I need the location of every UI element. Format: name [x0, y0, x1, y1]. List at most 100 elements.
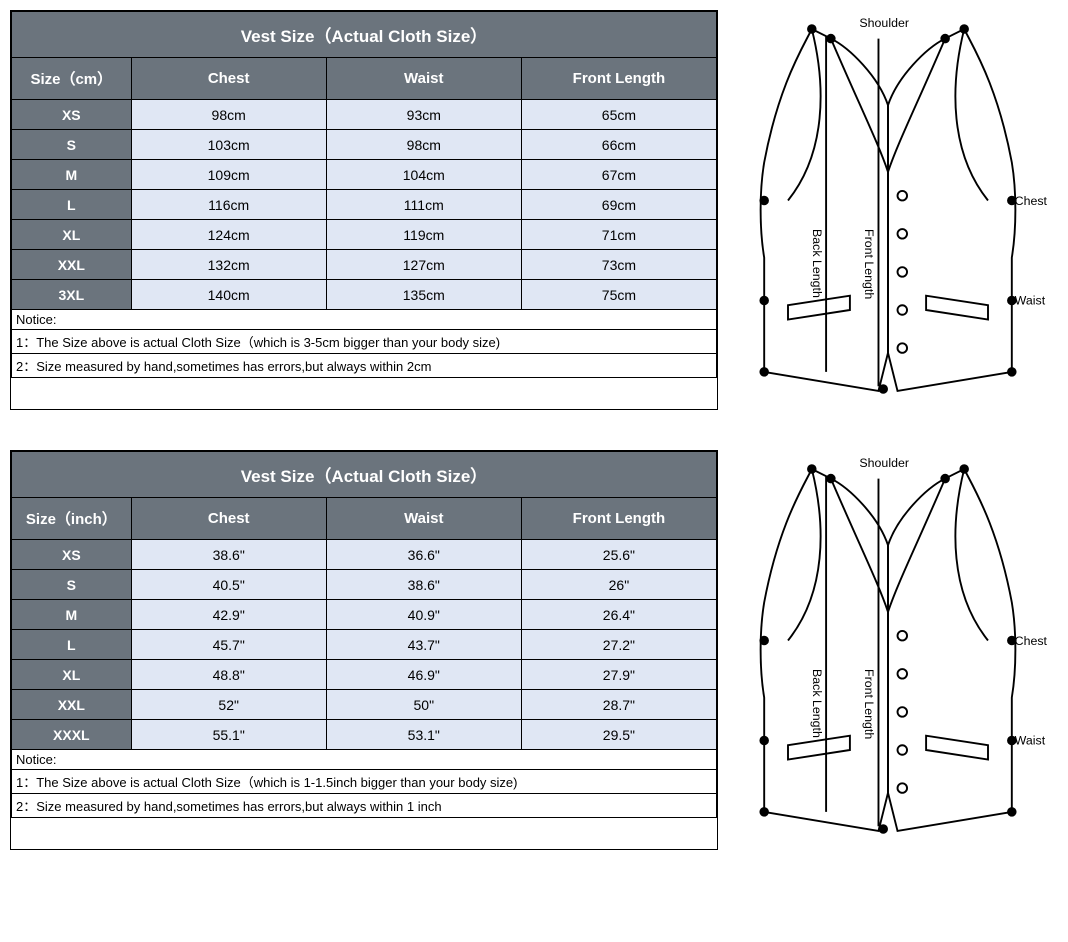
- table-row: S 40.5" 38.6" 26": [12, 570, 717, 600]
- size-table-wrap: Vest Size（Actual Cloth Size） Size（cm） Ch…: [10, 10, 718, 410]
- table-row: XS 38.6" 36.6" 25.6": [12, 540, 717, 570]
- frontlength-cell: 66cm: [521, 130, 716, 160]
- notice-row: Notice:: [12, 310, 717, 330]
- label-chest: Chest: [1015, 634, 1048, 648]
- table-row: XXL 52" 50" 28.7": [12, 690, 717, 720]
- frontlength-cell: 29.5": [521, 720, 716, 750]
- header-waist: Waist: [326, 498, 521, 540]
- chest-cell: 42.9": [131, 600, 326, 630]
- header-frontlength: Front Length: [521, 58, 716, 100]
- notice-label: Notice:: [12, 310, 717, 330]
- size-cell: M: [12, 160, 132, 190]
- waist-cell: 98cm: [326, 130, 521, 160]
- frontlength-cell: 27.9": [521, 660, 716, 690]
- waist-cell: 53.1": [326, 720, 521, 750]
- chest-cell: 109cm: [131, 160, 326, 190]
- label-back-length: Back Length: [810, 229, 824, 298]
- size-cell: XL: [12, 220, 132, 250]
- chest-cell: 98cm: [131, 100, 326, 130]
- waist-cell: 50": [326, 690, 521, 720]
- header-size: Size（inch）: [12, 498, 132, 540]
- table-title: Vest Size（Actual Cloth Size）: [12, 452, 717, 498]
- frontlength-cell: 65cm: [521, 100, 716, 130]
- vest-diagram: Shoulder Chest Waist Front Length Back L…: [728, 450, 1048, 850]
- size-cell: L: [12, 190, 132, 220]
- table-row: S 103cm 98cm 66cm: [12, 130, 717, 160]
- frontlength-cell: 27.2": [521, 630, 716, 660]
- waist-cell: 43.7": [326, 630, 521, 660]
- size-table: Vest Size（Actual Cloth Size） Size（inch） …: [11, 451, 717, 818]
- waist-cell: 38.6": [326, 570, 521, 600]
- table-row: M 109cm 104cm 67cm: [12, 160, 717, 190]
- label-front-length: Front Length: [862, 669, 876, 739]
- header-chest: Chest: [131, 498, 326, 540]
- table-row: XL 124cm 119cm 71cm: [12, 220, 717, 250]
- notice-line-1: 1：The Size above is actual Cloth Size（wh…: [12, 770, 717, 794]
- waist-cell: 46.9": [326, 660, 521, 690]
- header-waist: Waist: [326, 58, 521, 100]
- waist-cell: 135cm: [326, 280, 521, 310]
- table-row: XS 98cm 93cm 65cm: [12, 100, 717, 130]
- size-cell: XS: [12, 540, 132, 570]
- table-header-row: Size（cm） Chest Waist Front Length: [12, 58, 717, 100]
- waist-cell: 40.9": [326, 600, 521, 630]
- size-cell: S: [12, 130, 132, 160]
- table-row: L 45.7" 43.7" 27.2": [12, 630, 717, 660]
- table-row: XXXL 55.1" 53.1" 29.5": [12, 720, 717, 750]
- chest-cell: 140cm: [131, 280, 326, 310]
- waist-cell: 36.6": [326, 540, 521, 570]
- chest-cell: 38.6": [131, 540, 326, 570]
- table-title: Vest Size（Actual Cloth Size）: [12, 12, 717, 58]
- size-cell: XXXL: [12, 720, 132, 750]
- table-title-row: Vest Size（Actual Cloth Size）: [12, 12, 717, 58]
- notice-line-2: 2：Size measured by hand,sometimes has er…: [12, 354, 717, 378]
- frontlength-cell: 26": [521, 570, 716, 600]
- frontlength-cell: 71cm: [521, 220, 716, 250]
- notice-label: Notice:: [12, 750, 717, 770]
- size-cell: XXL: [12, 250, 132, 280]
- table-row: L 116cm 111cm 69cm: [12, 190, 717, 220]
- header-chest: Chest: [131, 58, 326, 100]
- size-chart-block: Vest Size（Actual Cloth Size） Size（cm） Ch…: [10, 10, 1058, 410]
- waist-cell: 119cm: [326, 220, 521, 250]
- chest-cell: 48.8": [131, 660, 326, 690]
- size-cell: S: [12, 570, 132, 600]
- size-cell: M: [12, 600, 132, 630]
- frontlength-cell: 26.4": [521, 600, 716, 630]
- vest-diagram-wrap: Shoulder Chest Waist Front Length Back L…: [718, 10, 1058, 410]
- label-back-length: Back Length: [810, 669, 824, 738]
- table-title-row: Vest Size（Actual Cloth Size）: [12, 452, 717, 498]
- header-frontlength: Front Length: [521, 498, 716, 540]
- size-cell: XS: [12, 100, 132, 130]
- frontlength-cell: 69cm: [521, 190, 716, 220]
- frontlength-cell: 28.7": [521, 690, 716, 720]
- table-row: XXL 132cm 127cm 73cm: [12, 250, 717, 280]
- waist-cell: 93cm: [326, 100, 521, 130]
- frontlength-cell: 67cm: [521, 160, 716, 190]
- chest-cell: 52": [131, 690, 326, 720]
- frontlength-cell: 75cm: [521, 280, 716, 310]
- notice-line-2: 2：Size measured by hand,sometimes has er…: [12, 794, 717, 818]
- chest-cell: 45.7": [131, 630, 326, 660]
- size-cell: L: [12, 630, 132, 660]
- label-front-length: Front Length: [862, 229, 876, 299]
- notice-row: 1：The Size above is actual Cloth Size（wh…: [12, 770, 717, 794]
- chest-cell: 116cm: [131, 190, 326, 220]
- label-waist: Waist: [1015, 293, 1046, 307]
- size-cell: XL: [12, 660, 132, 690]
- chest-cell: 40.5": [131, 570, 326, 600]
- label-shoulder: Shoulder: [859, 456, 909, 470]
- label-waist: Waist: [1015, 733, 1046, 747]
- table-row: XL 48.8" 46.9" 27.9": [12, 660, 717, 690]
- waist-cell: 127cm: [326, 250, 521, 280]
- vest-diagram-wrap: Shoulder Chest Waist Front Length Back L…: [718, 450, 1058, 850]
- notice-row: 2：Size measured by hand,sometimes has er…: [12, 794, 717, 818]
- chest-cell: 124cm: [131, 220, 326, 250]
- frontlength-cell: 73cm: [521, 250, 716, 280]
- size-chart-block: Vest Size（Actual Cloth Size） Size（inch） …: [10, 450, 1058, 850]
- chest-cell: 132cm: [131, 250, 326, 280]
- notice-row: 1：The Size above is actual Cloth Size（wh…: [12, 330, 717, 354]
- size-table: Vest Size（Actual Cloth Size） Size（cm） Ch…: [11, 11, 717, 378]
- size-cell: 3XL: [12, 280, 132, 310]
- vest-diagram: Shoulder Chest Waist Front Length Back L…: [728, 10, 1048, 410]
